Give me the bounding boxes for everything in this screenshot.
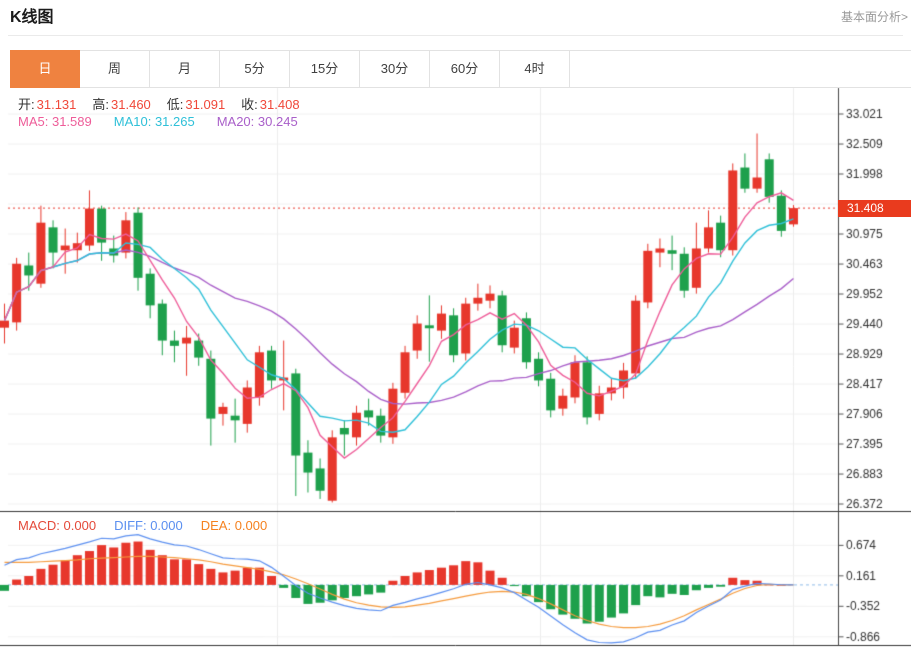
ma5-label: MA5: — [18, 114, 49, 129]
ma10-value: 31.265 — [154, 114, 195, 129]
low-label: 低: — [166, 97, 184, 112]
tab-day[interactable]: 日 — [10, 50, 80, 88]
macd-pair: MACD: 0.000 — [18, 518, 96, 533]
dea-value: 0.000 — [234, 518, 268, 533]
close-value: 31.408 — [259, 97, 300, 112]
tab-60min[interactable]: 60分 — [430, 50, 500, 88]
close-label: 收: — [241, 97, 258, 112]
tab-week[interactable]: 周 — [80, 50, 150, 88]
diff-label: DIFF: — [114, 518, 147, 533]
ohlc-info-row: 开: 31.131 高: 31.460 低: 31.091 收: 31.408 — [18, 94, 300, 113]
ma5-pair: MA5: 31.589 — [18, 114, 92, 129]
last-price-tag: 31.408 — [838, 200, 911, 217]
ma10-label: MA10: — [113, 114, 152, 129]
diff-value: 0.000 — [150, 518, 183, 533]
low-pair: 低: 31.091 — [167, 94, 225, 113]
tab-strip-filler — [570, 50, 911, 88]
high-label: 高: — [92, 97, 110, 112]
ma10-pair: MA10: 31.265 — [114, 114, 195, 129]
macd-label: MACD: — [18, 518, 60, 533]
high-value: 31.460 — [111, 97, 151, 112]
dea-pair: DEA: 0.000 — [201, 518, 268, 533]
open-label: 开: — [18, 97, 35, 112]
open-value: 31.131 — [36, 97, 77, 112]
dea-label: DEA: — [200, 518, 232, 533]
diff-pair: DIFF: 0.000 — [114, 518, 183, 533]
low-value: 31.091 — [185, 97, 226, 112]
ma-info-row: MA5: 31.589 MA10: 31.265 MA20: 30.245 — [18, 114, 298, 129]
close-pair: 收: 31.408 — [241, 94, 299, 113]
tab-4hour[interactable]: 4时 — [500, 50, 570, 88]
header-divider — [8, 35, 903, 36]
ma5-value: 31.589 — [51, 114, 92, 129]
tab-15min[interactable]: 15分 — [290, 50, 360, 88]
tab-month[interactable]: 月 — [150, 50, 220, 88]
interval-tab-bar: 日 周 月 5分 15分 30分 60分 4时 — [10, 50, 911, 88]
tab-30min[interactable]: 30分 — [360, 50, 430, 88]
high-pair: 高: 31.460 — [92, 94, 150, 113]
ma20-label: MA20: — [216, 114, 255, 129]
page-title: K线图 — [10, 9, 54, 26]
open-pair: 开: 31.131 — [18, 94, 76, 113]
macd-info-row: MACD: 0.000 DIFF: 0.000 DEA: 0.000 — [18, 518, 267, 533]
tab-5min[interactable]: 5分 — [220, 50, 290, 88]
macd-value: 0.000 — [63, 518, 97, 533]
ma20-pair: MA20: 30.245 — [217, 114, 298, 129]
fundamental-analysis-link[interactable]: 基本面分析> — [840, 10, 908, 24]
ma20-value: 30.245 — [257, 114, 298, 129]
